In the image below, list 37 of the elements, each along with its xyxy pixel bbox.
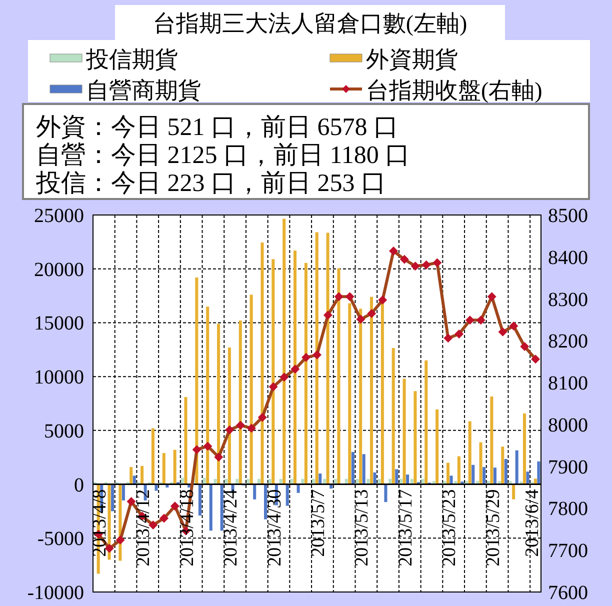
y2-tick-label: 7900 <box>548 456 588 478</box>
text: 投信：今日 223 口，前日 253 口 <box>35 170 386 197</box>
x-tick-label: 2013/5/23 <box>439 489 460 566</box>
y2-tick-label: 8100 <box>548 372 588 395</box>
y-tick-label: 10000 <box>34 366 84 389</box>
y-tick-label: -5000 <box>37 528 84 550</box>
x-tick-label: 2013/4/12 <box>133 489 154 566</box>
x-tick-label: 2013/4/8 <box>89 489 110 557</box>
x-tick-label: 2013/4/30 <box>264 489 286 566</box>
y-tick-label: -10000 <box>27 582 84 604</box>
x-tick-label: 2013/5/29 <box>482 489 504 566</box>
text: 外資：今日 521 口，前日 6578 口 <box>36 114 398 141</box>
y2-tick-label: 7800 <box>548 498 588 520</box>
x-tick-label: 2013/5/13 <box>352 489 373 566</box>
y2-tick-label: 8400 <box>548 246 588 269</box>
y-tick-label: 5000 <box>44 420 84 442</box>
legend-label: 投信期貨 <box>85 47 178 72</box>
y-tick-label: 15000 <box>34 312 84 335</box>
x-tick-label: 2013/4/24 <box>220 488 242 566</box>
y2-tick-label: 8300 <box>548 288 588 311</box>
y-tick-label: 20000 <box>34 258 84 281</box>
y2-tick-label: 8000 <box>548 414 588 436</box>
text: 自營：今日 2125 口，前日 1180 口 <box>36 142 410 169</box>
legend-label: 自營商期貨 <box>86 78 201 103</box>
y2-tick-label: 8200 <box>548 330 588 353</box>
y2-tick-label: 7600 <box>548 582 588 604</box>
y-tick-label: 25000 <box>34 205 84 227</box>
legend-label: 台指期收盤(右軸) <box>366 78 542 103</box>
y2-tick-label: 7700 <box>548 540 588 562</box>
y-tick-label: 0 <box>74 474 84 496</box>
legend-label: 外資期貨 <box>366 47 458 72</box>
x-tick-label: 2013/4/18 <box>176 489 198 566</box>
x-tick-label: 2013/5/7 <box>308 489 329 557</box>
x-tick-label: 2013/5/17 <box>395 489 416 566</box>
chart-title: 台指期三大法人留倉口數(左軸) <box>152 11 468 36</box>
x-tick-label: 2013/6/4 <box>522 488 543 557</box>
y2-tick-label: 8500 <box>548 205 588 227</box>
